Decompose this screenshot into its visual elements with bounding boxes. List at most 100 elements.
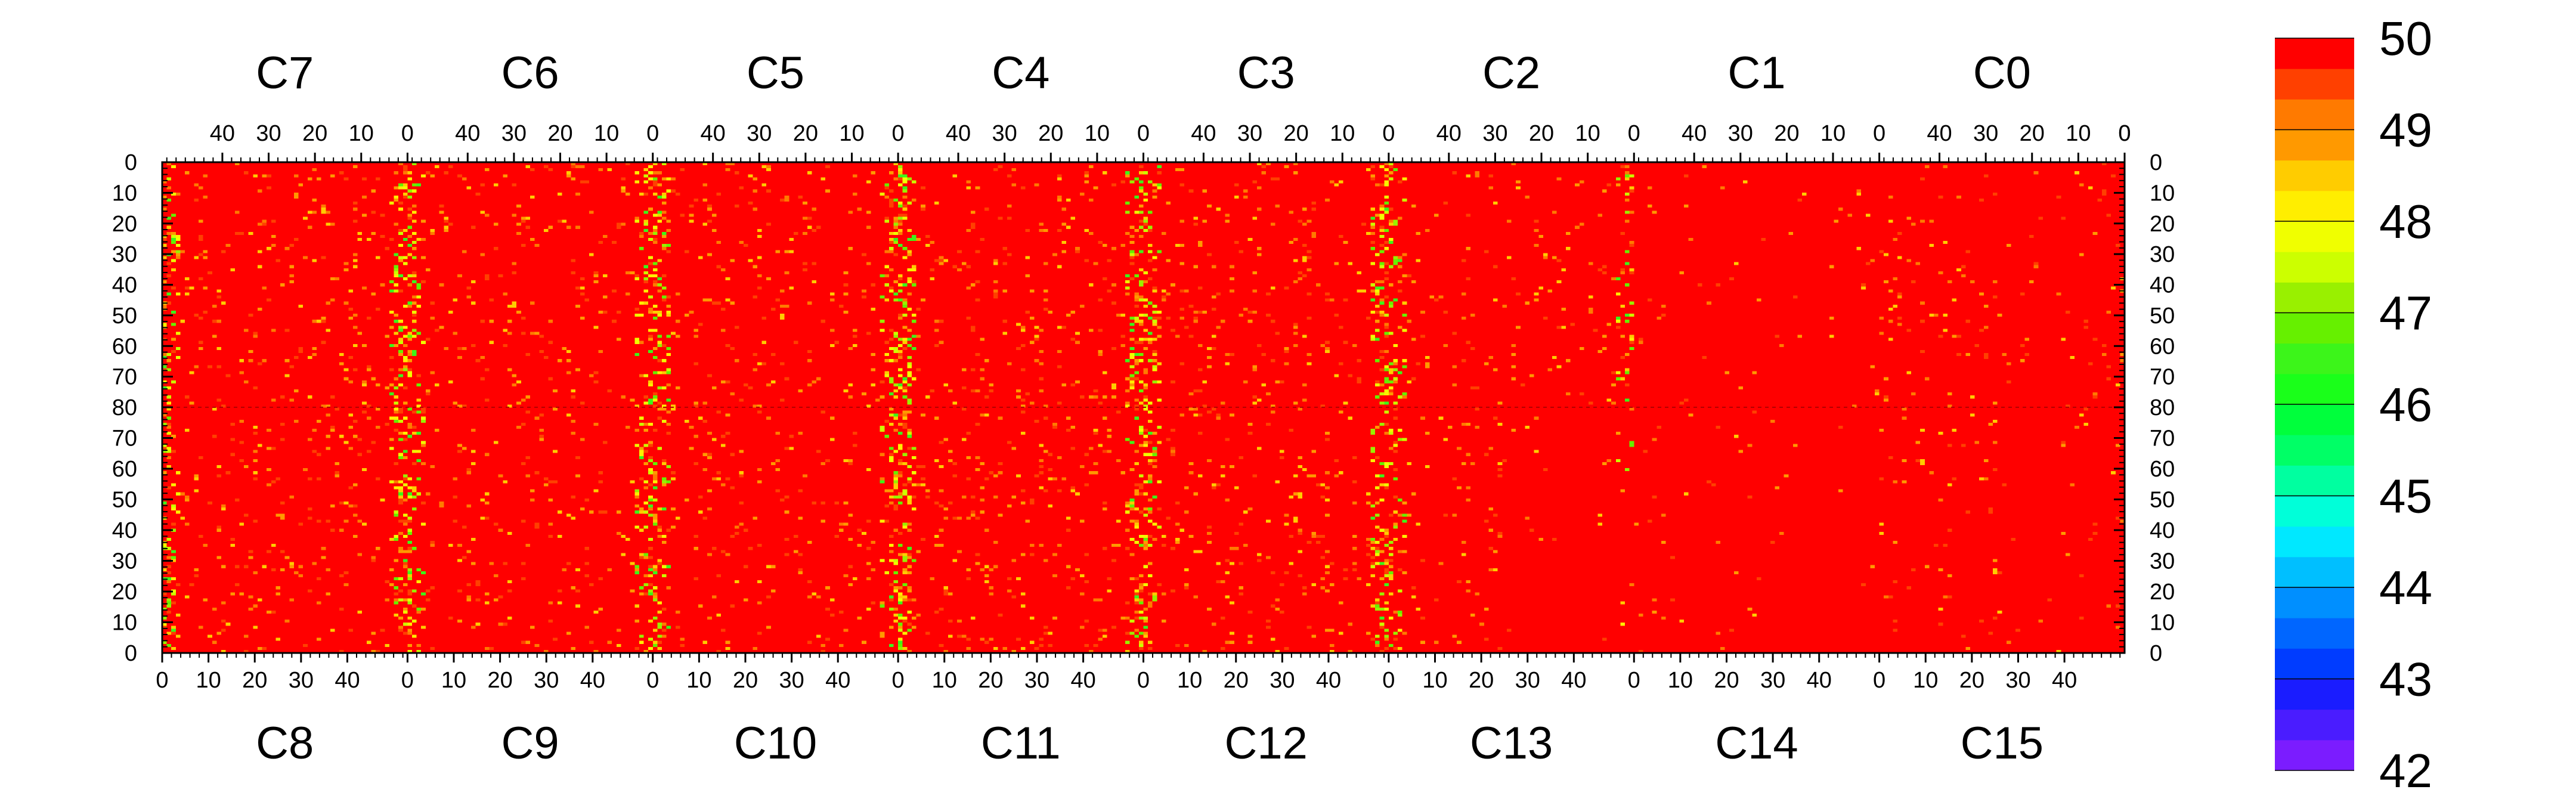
bottom-x-tick-label: 30 <box>1515 668 1540 693</box>
bottom-x-tick-label: 10 <box>686 668 711 693</box>
right-y-tick-label: 60 <box>2150 334 2175 359</box>
colorbar-label: 45 <box>2379 470 2432 523</box>
right-y-tick-label: 70 <box>2150 365 2175 390</box>
left-y-tick-label: 0 <box>125 641 137 666</box>
panel-label-top: C7 <box>256 48 314 98</box>
bottom-x-tick-label: 20 <box>1959 668 1984 693</box>
bottom-x-tick-label: 0 <box>646 668 659 693</box>
colorbar-label: 44 <box>2379 561 2432 614</box>
bottom-x-tick-label: 20 <box>1469 668 1494 693</box>
colorbar-label: 50 <box>2379 12 2432 65</box>
top-x-tick-label: 10 <box>2066 121 2091 146</box>
colorbar-segment <box>2275 160 2354 191</box>
colorbar-label: 42 <box>2379 744 2432 797</box>
bottom-x-tick-label: 0 <box>401 668 414 693</box>
bottom-x-tick-label: 10 <box>196 668 221 693</box>
colorbar-segment <box>2275 282 2354 313</box>
right-y-tick-label: 50 <box>2150 304 2175 329</box>
bottom-x-tick-label: 10 <box>1177 668 1202 693</box>
bottom-x-tick-label: 40 <box>580 668 605 693</box>
colorbar-segment <box>2275 556 2354 588</box>
panel-label-bottom: C12 <box>1224 718 1307 769</box>
bottom-x-tick-label: 10 <box>1913 668 1938 693</box>
top-x-tick-label: 20 <box>302 121 327 146</box>
bottom-x-tick-label: 40 <box>1807 668 1832 693</box>
right-y-tick-label: 40 <box>2150 273 2175 298</box>
colorbar-segment <box>2275 373 2354 405</box>
panel-label-bottom: C8 <box>256 718 314 769</box>
bottom-x-tick-label: 0 <box>1382 668 1395 693</box>
colorbar-segment <box>2275 404 2354 435</box>
top-x-tick-label: 0 <box>1873 121 1885 146</box>
top-x-tick-label: 20 <box>1038 121 1063 146</box>
bottom-x-tick-label: 20 <box>1714 668 1739 693</box>
bottom-x-tick-label: 40 <box>1561 668 1586 693</box>
left-y-tick-label: 50 <box>112 488 137 513</box>
right-y-tick-label: 0 <box>2150 641 2162 666</box>
colorbar-segment <box>2275 190 2354 222</box>
left-y-tick-label: 30 <box>112 242 137 267</box>
colorbar-segment <box>2275 69 2354 100</box>
bottom-x-tick-label: 30 <box>534 668 559 693</box>
bottom-x-tick-label: 40 <box>825 668 850 693</box>
bottom-x-tick-label: 0 <box>1873 668 1885 693</box>
left-y-tick-label: 10 <box>112 181 137 206</box>
colorbar-label: 48 <box>2379 195 2432 248</box>
panel-label-bottom: C11 <box>981 718 1061 769</box>
bottom-x-tick-label: 0 <box>892 668 905 693</box>
right-y-tick-label: 60 <box>2150 457 2175 482</box>
left-y-tick-label: 10 <box>112 611 137 636</box>
right-y-tick-label: 20 <box>2150 212 2175 237</box>
left-y-tick-label: 50 <box>112 304 137 329</box>
colorbar-segment <box>2275 587 2354 618</box>
top-x-tick-label: 0 <box>646 121 659 146</box>
top-x-tick-label: 40 <box>1682 121 1707 146</box>
colorbar-segment <box>2275 496 2354 527</box>
bottom-x-tick-label: 0 <box>1628 668 1640 693</box>
left-y-tick-label: 20 <box>112 212 137 237</box>
bottom-x-tick-label: 10 <box>1422 668 1447 693</box>
bottom-x-tick-label: 30 <box>779 668 804 693</box>
top-x-tick-label: 30 <box>992 121 1017 146</box>
top-x-tick-label: 20 <box>1283 121 1308 146</box>
panel-label-top: C2 <box>1482 48 1540 98</box>
colorbar-segment <box>2275 99 2354 130</box>
top-x-tick-label: 10 <box>1575 121 1600 146</box>
right-y-tick-label: 70 <box>2150 426 2175 451</box>
panel-label-top: C1 <box>1727 48 1785 98</box>
bottom-x-tick-label: 30 <box>1024 668 1049 693</box>
bottom-x-tick-label: 0 <box>1137 668 1150 693</box>
bottom-x-tick-label: 20 <box>978 668 1003 693</box>
colorbar-segment <box>2275 465 2354 496</box>
top-x-tick-label: 10 <box>1820 121 1846 146</box>
bottom-x-tick-label: 10 <box>1668 668 1693 693</box>
right-y-tick-label: 50 <box>2150 488 2175 513</box>
panel-label-bottom: C10 <box>734 718 817 769</box>
colorbar-label: 47 <box>2379 287 2432 340</box>
bottom-x-tick-label: 0 <box>156 668 168 693</box>
top-x-tick-label: 30 <box>747 121 772 146</box>
colorbar-label: 49 <box>2379 104 2432 157</box>
panel-label-top: C5 <box>747 48 804 98</box>
top-x-tick-label: 20 <box>2020 121 2045 146</box>
bottom-x-tick-label: 10 <box>932 668 957 693</box>
panel-label-top: C3 <box>1237 48 1295 98</box>
bottom-x-tick-label: 40 <box>1070 668 1095 693</box>
bottom-x-tick-label: 20 <box>487 668 512 693</box>
panel-label-bottom: C13 <box>1470 718 1553 769</box>
bottom-x-tick-label: 40 <box>1316 668 1341 693</box>
top-x-tick-label: 0 <box>2118 121 2131 146</box>
top-x-tick-label: 40 <box>455 121 480 146</box>
panel-label-top: C0 <box>1973 48 2031 98</box>
top-x-tick-label: 30 <box>1728 121 1753 146</box>
bottom-x-tick-label: 10 <box>441 668 466 693</box>
colorbar-segment <box>2275 252 2354 283</box>
bottom-x-tick-label: 40 <box>2052 668 2077 693</box>
left-y-tick-label: 0 <box>125 150 137 175</box>
right-y-tick-label: 30 <box>2150 242 2175 267</box>
bottom-x-tick-label: 30 <box>1270 668 1295 693</box>
top-x-tick-label: 10 <box>349 121 374 146</box>
top-x-tick-label: 30 <box>1482 121 1507 146</box>
colorbar-segment <box>2275 526 2354 558</box>
